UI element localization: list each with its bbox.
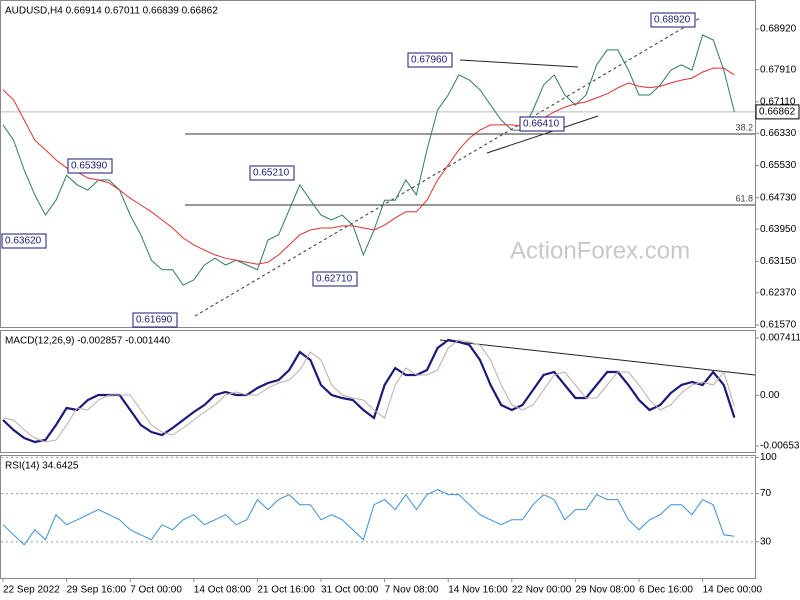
watermark: ActionForex.com: [510, 237, 690, 264]
price-label-box: [67, 158, 113, 174]
trend-line: [486, 115, 599, 154]
x-tick-label: 7 Nov 08:00: [385, 585, 439, 596]
x-tick-label: 14 Dec 00:00: [703, 585, 763, 596]
price-label: 0.63620: [5, 236, 42, 247]
x-tick-label: 29 Nov 08:00: [575, 585, 635, 596]
trend-line: [194, 17, 701, 317]
y-tick-label: 0.61570: [760, 320, 797, 331]
y-tick-label: 0.00: [760, 390, 780, 401]
x-tick-label: 31 Oct 00:00: [321, 585, 379, 596]
x-tick-label: 22 Sep 2022: [3, 585, 60, 596]
macd-panel: [0, 330, 756, 453]
x-tick-label: 29 Sep 16:00: [67, 585, 127, 596]
panel-title: RSI(14) 34.6425: [5, 461, 79, 472]
fib-label: 61.8: [735, 193, 753, 203]
x-tick-label: 22 Nov 00:00: [512, 585, 572, 596]
price-label-box: [132, 312, 178, 328]
series-line: [2, 67, 735, 265]
series-line: [2, 338, 736, 444]
y-tick-label: 0.63950: [760, 224, 797, 235]
last-price-box: [755, 104, 800, 120]
rsi-panel: [0, 455, 756, 579]
series-line: [2, 489, 735, 546]
x-tick-label: 6 Dec 16:00: [639, 585, 693, 596]
price-label-box: [1, 233, 47, 249]
price-label: 0.62710: [316, 274, 353, 285]
y-tick-label: 70: [760, 488, 772, 499]
y-tick-label: 0.67110: [760, 97, 796, 108]
series-line: [2, 34, 735, 286]
price-label-box: [519, 116, 565, 132]
series-line: [2, 339, 735, 443]
price-label: 0.61690: [136, 315, 173, 326]
y-tick-label: 0.68920: [760, 24, 797, 35]
x-tick-label: 21 Oct 16:00: [257, 585, 315, 596]
y-tick-label: -0.006532: [760, 441, 800, 452]
price-label: 0.68920: [654, 15, 691, 26]
price-label-box: [249, 165, 295, 181]
price-label-box: [650, 12, 696, 28]
x-tick-label: 7 Oct 00:00: [130, 585, 182, 596]
price-label: 0.67960: [411, 55, 448, 66]
last-price-label: 0.66862: [759, 107, 796, 118]
y-tick-label: 0.65530: [760, 160, 797, 171]
price-label: 0.66410: [523, 119, 560, 130]
fib-label: 38.2: [735, 122, 753, 132]
y-tick-label: 100: [760, 452, 777, 463]
price-label: 0.65390: [71, 161, 108, 172]
y-tick-label: 0.64730: [760, 192, 797, 203]
divergence-line: [439, 339, 756, 376]
y-tick-label: 0.007411: [760, 333, 800, 344]
trend-line: [459, 59, 579, 68]
price-label-box: [407, 52, 453, 68]
y-tick-label: 0.67910: [760, 64, 797, 75]
y-tick-label: 30: [760, 536, 772, 547]
panel-title: AUDUSD,H4 0.66914 0.67011 0.66839 0.6686…: [5, 6, 218, 17]
y-tick-label: 0.63150: [760, 256, 797, 267]
price-label-box: [312, 271, 358, 287]
x-tick-label: 14 Oct 08:00: [194, 585, 252, 596]
price-label: 0.65210: [253, 168, 290, 179]
x-tick-label: 14 Nov 16:00: [448, 585, 508, 596]
panel-title: MACD(12,26,9) -0.002857 -0.001440: [5, 336, 171, 347]
y-tick-label: 0.66330: [760, 128, 797, 139]
y-tick-label: 0.62370: [760, 287, 797, 298]
price-panel: [0, 0, 756, 328]
